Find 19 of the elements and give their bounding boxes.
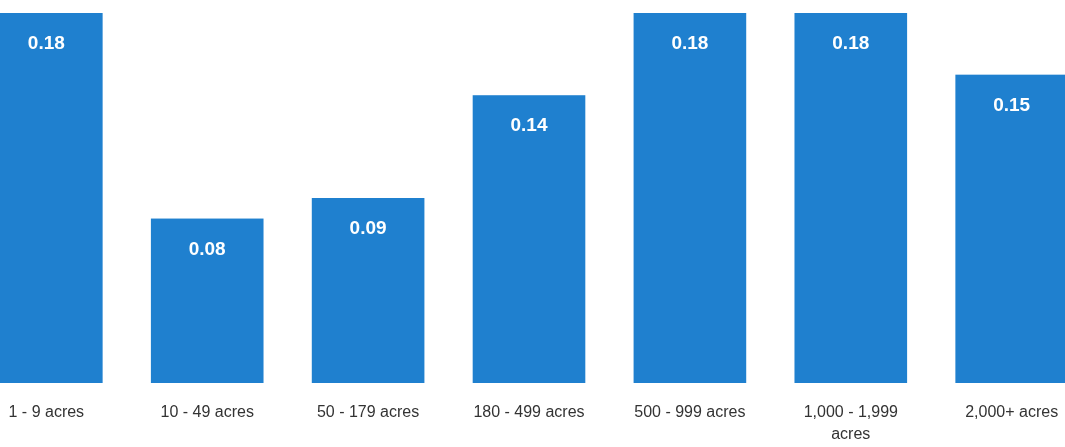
data-label: 0.14 (510, 114, 548, 136)
x-tick-label: 500 - 999 acres (634, 403, 746, 420)
data-label: 0.09 (349, 217, 387, 238)
x-tick-label: 2,000+ acres (965, 403, 1059, 420)
bar (633, 13, 747, 383)
data-label: 0.08 (188, 237, 226, 259)
x-tick-label: 1 - 9 acres (8, 403, 85, 420)
data-label: 0.18 (832, 32, 870, 53)
bar (794, 13, 908, 383)
data-label: 0.18 (27, 32, 65, 53)
x-tick-label: 1,000 - 1,999 acres (803, 403, 899, 442)
bar (472, 95, 586, 383)
x-tick-label: 10 - 49 acres (160, 403, 254, 420)
bar (150, 218, 264, 383)
data-label: 0.15 (993, 93, 1031, 115)
bar (311, 198, 425, 383)
x-tick-label: 180 - 499 acres (473, 403, 585, 420)
x-tick-label: 50 - 179 acres (316, 403, 420, 420)
data-label: 0.18 (671, 32, 709, 53)
